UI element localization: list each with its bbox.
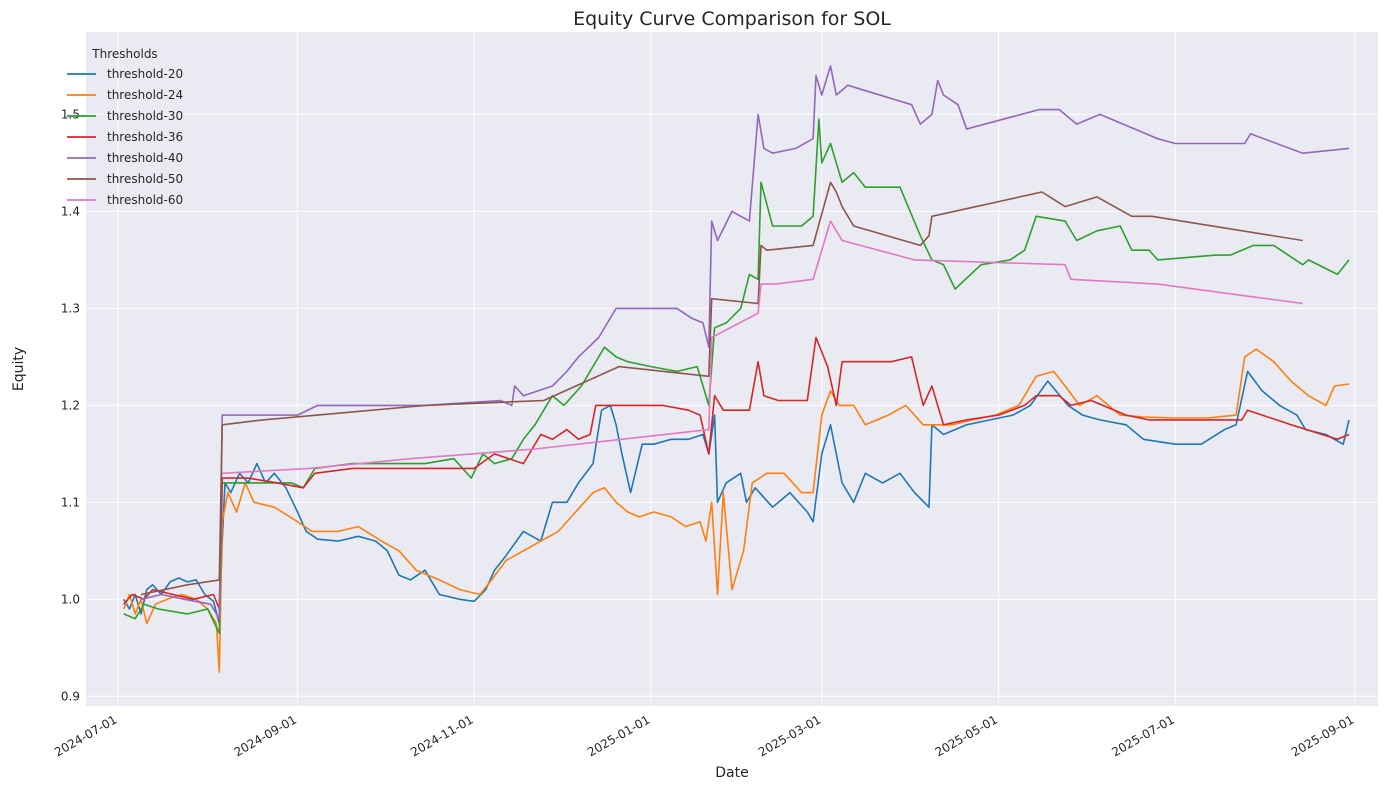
y-tick-label: 1.0 (61, 592, 80, 606)
legend-label: threshold-60 (107, 193, 183, 207)
series-line-threshold-50 (140, 181, 1303, 596)
x-tick-label: 2025-01-01 (585, 712, 652, 759)
plot-background (86, 32, 1378, 706)
x-tick-label: 2025-03-01 (756, 712, 823, 759)
y-tick-label: 1.3 (61, 301, 80, 315)
x-tick-label: 2024-09-01 (232, 712, 299, 759)
legend-title: Thresholds (91, 47, 157, 61)
legend-label: threshold-20 (107, 67, 183, 81)
y-axis-title: Equity (11, 347, 27, 391)
y-tick-label: 1.2 (61, 398, 80, 412)
series-lines (122, 65, 1350, 673)
x-tick-label: 2024-07-01 (52, 712, 119, 759)
series-line-threshold-60 (222, 220, 1303, 475)
x-axis-ticks: 2024-07-01 2024-09-01 2024-11-01 2025-01-01… (52, 712, 1356, 759)
series-line-threshold-40 (140, 65, 1350, 620)
legend: Thresholds threshold-20 threshold-24 thres… (67, 47, 183, 207)
x-tick-label: 2025-09-01 (1289, 712, 1356, 759)
y-tick-label: 1.5 (61, 107, 80, 121)
legend-label: threshold-40 (107, 151, 183, 165)
y-tick-label: 0.9 (61, 689, 80, 703)
chart-title: Equity Curve Comparison for SOL (573, 8, 891, 30)
legend-label: threshold-30 (107, 109, 183, 123)
series-line-threshold-36 (123, 336, 1350, 610)
x-tick-label: 2025-07-01 (1109, 712, 1176, 759)
legend-label: threshold-36 (107, 130, 183, 144)
x-axis-title: Date (715, 765, 748, 781)
y-axis-ticks: 0.9 1.0 1.1 1.2 1.3 1.4 1.5 (61, 107, 80, 703)
legend-label: threshold-50 (107, 172, 183, 186)
series-line-threshold-24 (122, 348, 1350, 673)
y-tick-label: 1.1 (61, 495, 80, 509)
x-tick-label: 2024-11-01 (408, 712, 475, 759)
y-tick-label: 1.4 (61, 204, 80, 218)
x-tick-label: 2025-05-01 (933, 712, 1000, 759)
legend-label: threshold-24 (107, 88, 183, 102)
